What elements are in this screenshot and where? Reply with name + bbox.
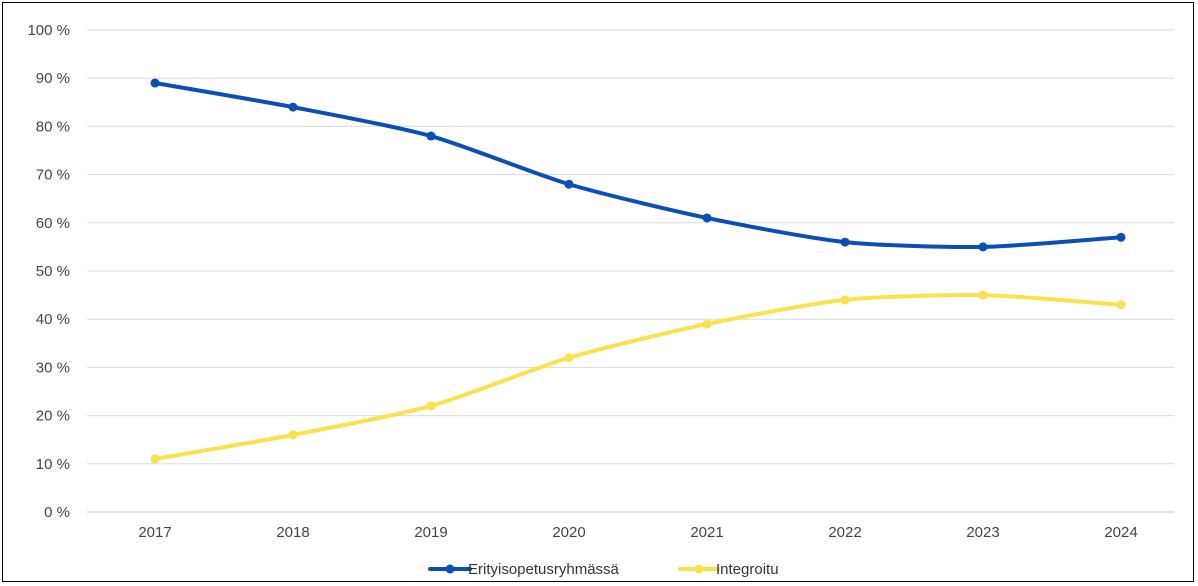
data-point: [564, 179, 574, 189]
data-point: [150, 454, 160, 464]
gridlines: [87, 29, 1174, 513]
x-tick-label: 2018: [276, 524, 309, 541]
legend: Erityisopetusryhmässä Integroitu: [428, 561, 779, 578]
y-tick-label: 20 %: [36, 408, 70, 425]
data-point: [978, 290, 988, 300]
data-point: [702, 319, 712, 329]
data-point: [288, 430, 298, 440]
series-line-2: [153, 293, 1123, 461]
data-point: [150, 78, 160, 88]
x-axis-ticks: 2017 2018 2019 2020 2021 2022 2023 2024: [138, 524, 1137, 541]
legend-label: Integroitu: [716, 561, 779, 578]
legend-swatch-marker: [445, 564, 455, 574]
y-tick-label: 90 %: [36, 70, 70, 87]
data-point: [288, 102, 298, 112]
legend-swatch-marker: [694, 564, 704, 574]
data-point: [426, 401, 436, 411]
y-tick-label: 30 %: [36, 359, 70, 376]
y-tick-label: 40 %: [36, 311, 70, 328]
x-tick-label: 2017: [138, 524, 171, 541]
y-tick-label: 10 %: [36, 456, 70, 473]
y-tick-label: 0 %: [44, 504, 70, 521]
data-point: [426, 131, 436, 141]
y-tick-label: 100 %: [27, 22, 70, 39]
x-tick-label: 2020: [552, 524, 585, 541]
series-lines: [150, 78, 1126, 464]
y-axis-ticks: 0 % 10 % 20 % 30 % 40 % 50 % 60 % 70 % 80 % 90 % 1…: [27, 22, 70, 521]
y-tick-label: 60 %: [36, 215, 70, 232]
y-tick-label: 80 %: [36, 118, 70, 135]
data-point: [702, 213, 712, 223]
legend-label: Erityisopetusryhmässä: [468, 561, 620, 578]
x-tick-label: 2021: [690, 524, 723, 541]
data-point: [1116, 232, 1126, 242]
x-tick-label: 2019: [414, 524, 447, 541]
data-point: [840, 237, 850, 247]
data-point: [1116, 300, 1126, 310]
series-line-1: [153, 81, 1123, 249]
data-point: [840, 295, 850, 305]
x-tick-label: 2022: [828, 524, 861, 541]
y-tick-label: 70 %: [36, 167, 70, 184]
data-point: [564, 353, 574, 363]
y-tick-label: 50 %: [36, 263, 70, 280]
x-tick-label: 2024: [1104, 524, 1137, 541]
data-point: [978, 242, 988, 252]
x-tick-label: 2023: [966, 524, 999, 541]
